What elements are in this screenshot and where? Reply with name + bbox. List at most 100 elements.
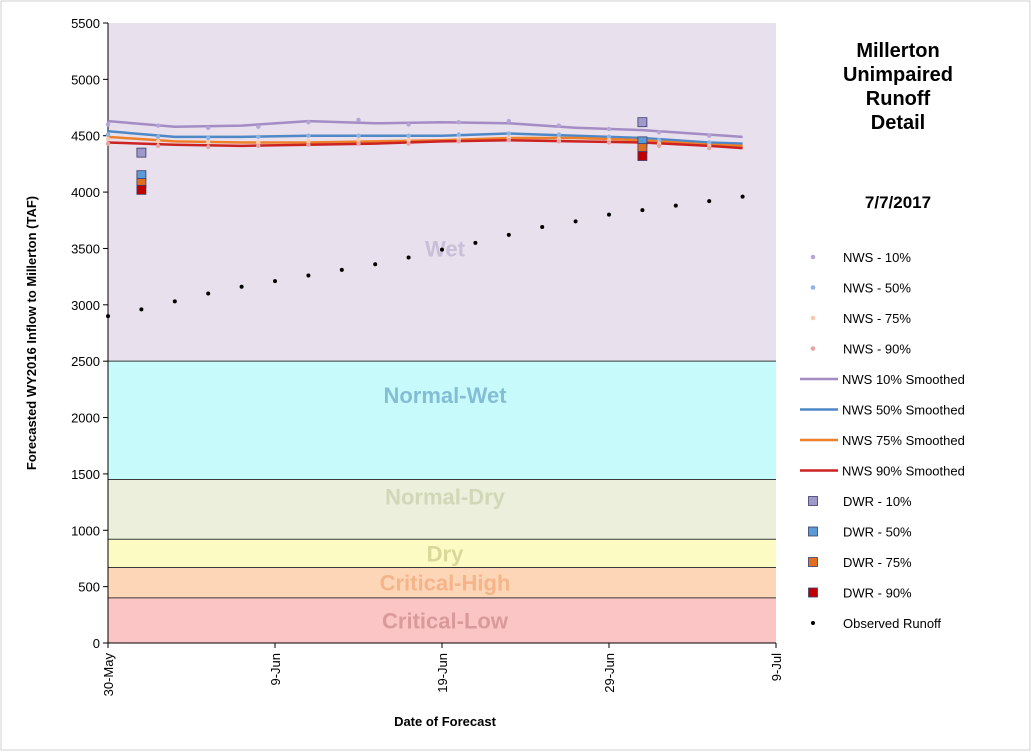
legend-item-nws-90: NWS - 90% xyxy=(810,342,911,357)
legend-symbol xyxy=(808,526,818,537)
series-observed-runoff-point xyxy=(172,299,177,304)
x-tick-label: 19-Jun xyxy=(435,653,450,693)
series-observed-runoff-point xyxy=(106,314,110,319)
series-nws-50-point xyxy=(356,133,361,138)
y-tick-label: 0 xyxy=(93,636,100,651)
x-tick-label: 9-Jul xyxy=(769,653,784,681)
series-observed-runoff-point xyxy=(239,284,244,289)
series-dwr-10-marker xyxy=(136,147,147,158)
series-nws-50-point xyxy=(206,135,211,141)
y-tick-label: 2500 xyxy=(71,354,100,369)
chart-title-line: Unimpaired xyxy=(843,64,953,86)
series-nws-10-point xyxy=(406,122,411,127)
series-nws-10-point xyxy=(656,130,662,135)
series-nws-75-point xyxy=(256,140,261,145)
series-observed-runoff-point xyxy=(373,262,378,267)
axes-layer: 0 500 1000 1500 2000 2500 3000 3500 4000 4500 5000… xyxy=(71,16,784,696)
y-tick-label: 3000 xyxy=(71,298,100,313)
series-observed-runoff-point xyxy=(440,247,444,252)
series-nws-50-point xyxy=(456,132,461,137)
series-nws-10-point xyxy=(606,126,612,132)
band-label-normal-dry: Normal-Dry xyxy=(385,484,506,509)
series-nws-90-point xyxy=(707,145,712,151)
series-observed-runoff-point xyxy=(673,203,678,208)
band-critical-high xyxy=(108,567,776,598)
series-observed-runoff-point xyxy=(306,273,311,278)
series-observed-runoff-point xyxy=(573,219,578,224)
series-nws-10-point xyxy=(206,125,211,131)
series-nws-50-smoothed-line xyxy=(107,129,743,145)
series-nws-50-point xyxy=(506,131,511,136)
series-nws-50-point xyxy=(105,132,111,137)
legend-symbol xyxy=(808,496,818,506)
legend-label: NWS 90% Smoothed xyxy=(842,464,965,479)
series-nws-10-point xyxy=(155,123,161,128)
y-tick-label: 1500 xyxy=(71,467,100,482)
series-nws-10-point xyxy=(506,118,511,124)
series-nws-75-point xyxy=(155,139,161,144)
series-observed-runoff-point xyxy=(273,279,277,284)
legend-label: DWR - 50% xyxy=(843,525,912,540)
series-nws-10-point xyxy=(456,120,461,125)
legend: NWS - 10% NWS - 50% NWS - 75% NWS - 90% NWS … xyxy=(800,250,965,631)
series-nws-90-point xyxy=(456,139,461,144)
series-nws-90-point xyxy=(406,141,411,146)
series-nws-50-point xyxy=(556,132,562,137)
band-labels-layer: Critical-Low Critical-High Dry Normal-Dry No… xyxy=(380,236,511,633)
x-tick-label: 30-May xyxy=(101,653,116,697)
series-nws-90-point xyxy=(256,143,261,149)
series-observed-runoff-point xyxy=(339,267,344,272)
legend-label: NWS 10% Smoothed xyxy=(842,372,965,387)
legend-symbol xyxy=(810,254,816,260)
series-nws-10-point xyxy=(556,123,562,128)
series-nws-90-point xyxy=(105,141,111,146)
band-critical-low xyxy=(108,597,776,643)
series-nws-90-point xyxy=(206,144,211,150)
series-nws-75-point xyxy=(356,138,361,143)
series-observed-runoff-point xyxy=(406,255,411,260)
series-nws-10-smoothed-line xyxy=(107,119,743,139)
y-tick-label: 1000 xyxy=(71,523,100,538)
series-nws-50-point xyxy=(707,140,712,145)
x-axis-title: Date of Forecast xyxy=(394,714,497,729)
band-label-dry: Dry xyxy=(427,541,464,566)
series-nws-90-point xyxy=(306,142,311,147)
series-observed-runoff-point xyxy=(607,212,611,217)
series-nws-75-point xyxy=(105,136,111,142)
series-nws-75-point xyxy=(206,140,211,145)
legend-label: DWR - 75% xyxy=(843,555,912,570)
legend-symbol xyxy=(810,315,816,321)
legend-label: NWS - 10% xyxy=(843,250,911,265)
legend-item-dwr-10: DWR - 10% xyxy=(808,494,912,509)
chart-date: 7/7/2017 xyxy=(865,193,931,212)
legend-item-observed-runoff: Observed Runoff xyxy=(811,616,941,631)
legend-item-dwr-50: DWR - 50% xyxy=(808,525,912,540)
series-nws-50-point xyxy=(606,134,612,140)
series-dwr-90-marker xyxy=(136,184,147,195)
legend-label: Observed Runoff xyxy=(843,616,941,631)
series-nws-50-point xyxy=(306,133,311,138)
legend-symbol xyxy=(811,621,815,625)
series-observed-runoff-point xyxy=(139,307,144,312)
series-observed-runoff-point xyxy=(540,225,545,230)
series-nws-50-point xyxy=(256,134,261,140)
band-label-wet: Wet xyxy=(425,236,466,261)
chart-title-line: Detail xyxy=(871,112,925,134)
legend-label: NWS - 75% xyxy=(843,311,911,326)
bands-layer xyxy=(108,23,776,643)
series-dwr-10-marker xyxy=(637,117,648,128)
series-layer xyxy=(105,117,745,319)
series-observed-runoff-point xyxy=(740,194,745,199)
series-nws-90-smoothed-line xyxy=(107,138,743,150)
y-axis-title: Forecasted WY2016 Inflow to Millerton (T… xyxy=(24,196,39,470)
series-nws-90-point xyxy=(155,143,161,149)
series-observed-runoff-point xyxy=(473,240,478,245)
series-nws-90-point xyxy=(606,140,612,145)
legend-label: DWR - 10% xyxy=(843,494,912,509)
band-label-critical-low: Critical-Low xyxy=(382,608,509,633)
band-normal-dry xyxy=(108,479,776,540)
legend-item-nws-75: NWS - 75% xyxy=(810,311,911,326)
